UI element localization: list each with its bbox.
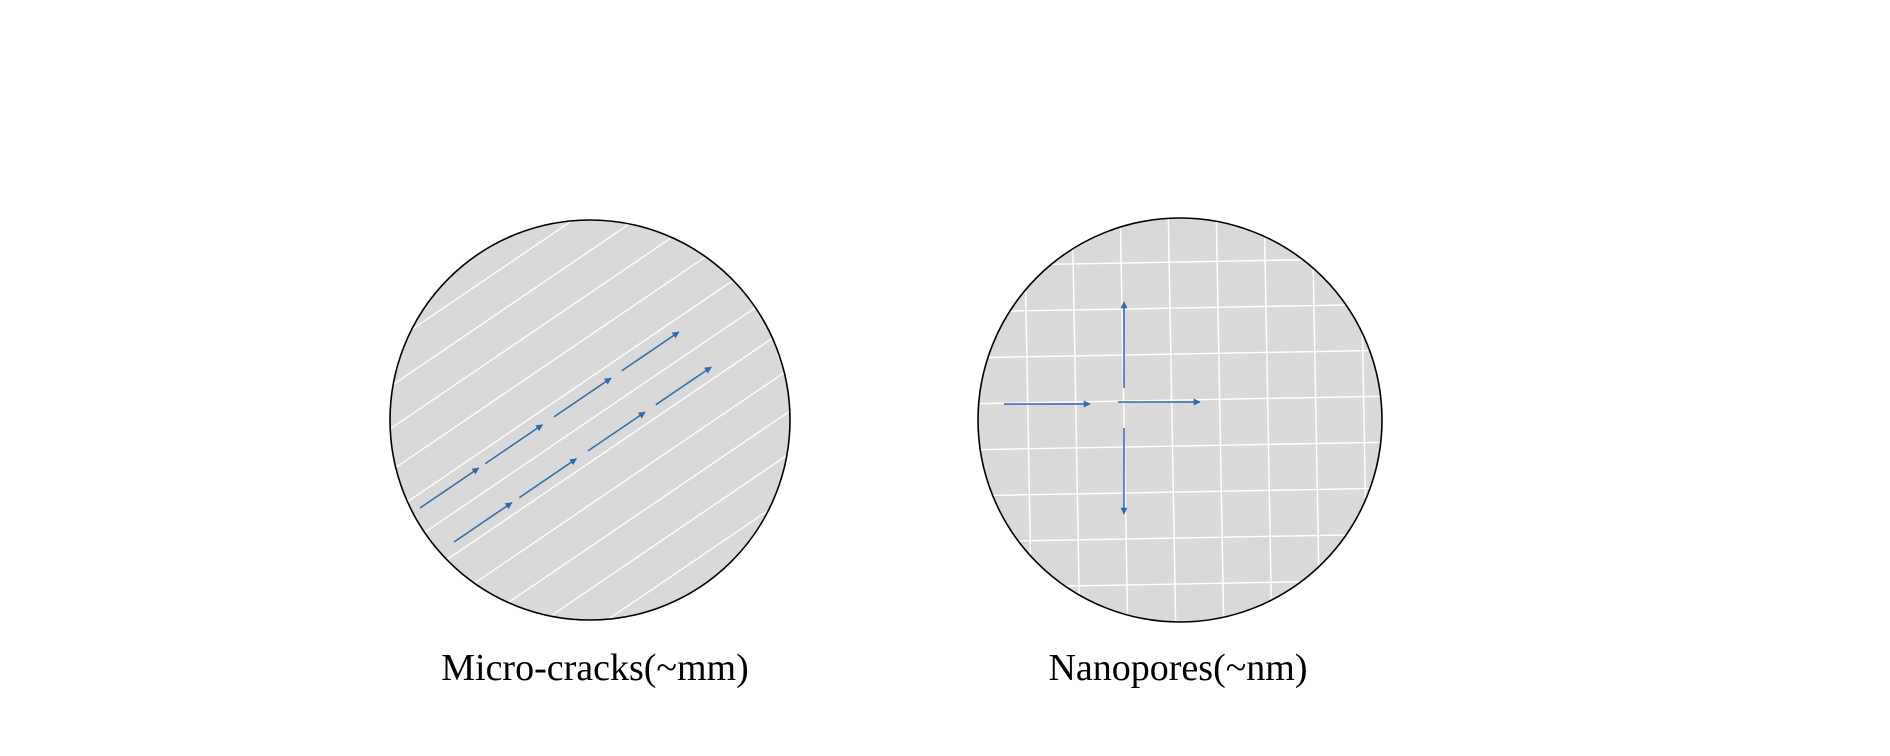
flow-arrow: [419, 467, 480, 509]
crack-line: [390, 220, 757, 456]
micro-cracks-label: Micro-cracks(~mm): [441, 647, 749, 689]
flow-arrow: [621, 331, 680, 372]
crack-line: [423, 384, 790, 620]
nanopores-disk: [978, 218, 1382, 622]
crack-line: [390, 220, 790, 514]
crack-line: [390, 326, 790, 620]
flow-arrow: [655, 366, 712, 406]
pore-grid-line: [978, 441, 1382, 451]
pore-grid-line: [1215, 218, 1225, 622]
nanopores-outline: [977, 217, 1383, 623]
crack-line: [403, 355, 790, 620]
pore-grid-line: [978, 487, 1382, 497]
flow-arrows-micro: [419, 331, 712, 543]
micro-cracks-outline: [389, 219, 791, 621]
flow-arrows-nano: [1004, 301, 1201, 515]
pore-grid-line: [978, 533, 1382, 543]
flow-arrow: [453, 502, 513, 543]
pore-grid-line: [1263, 218, 1273, 622]
nanopores-panel: Nanopores(~nm): [977, 217, 1383, 689]
flow-arrow: [484, 424, 543, 465]
nanopores-label: Nanopores(~nm): [1048, 647, 1307, 689]
flow-arrow: [553, 377, 612, 418]
pore-grid-line: [978, 349, 1382, 359]
pore-grid-line: [978, 395, 1382, 405]
flow-arrow: [518, 458, 577, 499]
pore-grid-line: [1119, 218, 1129, 622]
pore-grid-line: [978, 303, 1382, 313]
crack-line: [390, 220, 777, 485]
flow-arrow: [587, 411, 646, 452]
micro-cracks-panel: Micro-cracks(~mm): [389, 219, 791, 689]
pore-grid-line: [1071, 218, 1081, 622]
pore-grid-line: [1167, 218, 1177, 622]
